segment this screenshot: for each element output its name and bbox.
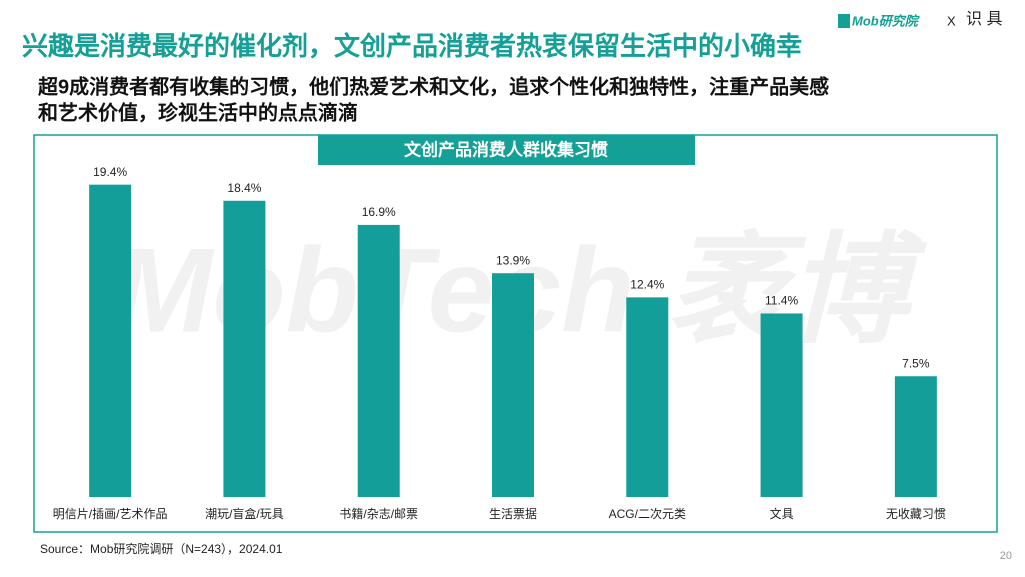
partner-logo: 识 具	[966, 10, 1002, 28]
logo-icon	[838, 14, 850, 28]
x-tick-label: 生活票据	[489, 507, 537, 521]
plot: 19.4% 明信片/插画/艺术作品 18.4% 潮玩/盲盒/玩具 16.9% 书籍/杂志/…	[53, 165, 946, 521]
x-tick-label: ACG/二次元类	[609, 507, 686, 521]
value-label: 13.9%	[496, 253, 530, 267]
bar	[223, 200, 266, 497]
bar	[760, 313, 803, 497]
bar	[89, 184, 132, 497]
bar	[626, 297, 669, 497]
logo-x: X	[947, 13, 956, 28]
page-number: 20	[1000, 550, 1012, 562]
bar	[894, 376, 937, 497]
value-label: 12.4%	[630, 278, 664, 292]
value-label: 16.9%	[362, 205, 396, 219]
value-label: 11.4%	[765, 294, 798, 308]
x-tick-label: 书籍/杂志/邮票	[339, 506, 418, 521]
value-label: 18.4%	[227, 181, 261, 195]
bar	[357, 224, 400, 497]
value-label: 7.5%	[902, 356, 930, 370]
value-label: 19.4%	[93, 165, 127, 179]
logo: Mob研究院	[852, 13, 921, 28]
chart-title: 文创产品消费人群收集习惯	[404, 139, 608, 159]
x-tick-label: 明信片/插画/艺术作品	[53, 507, 168, 521]
subtitle: 超9成消费者都有收集的习惯，他们热爱艺术和文化，追求个性化和独特性，注重产品美感	[37, 74, 829, 98]
bar	[492, 273, 534, 497]
title: 兴趣是消费最好的催化剂，文创产品消费者热衷保留生活中的小确幸	[22, 31, 802, 61]
source: Source：Mob研究院调研（N=243），2024.01	[40, 541, 283, 556]
x-tick-label: 文具	[770, 506, 794, 521]
x-tick-label: 潮玩/盲盒/玩具	[205, 506, 284, 521]
subtitle: 和艺术价值，珍视生活中的点点滴滴	[38, 100, 358, 124]
chart-title-band	[318, 135, 695, 165]
x-tick-label: 无收藏习惯	[886, 506, 946, 521]
